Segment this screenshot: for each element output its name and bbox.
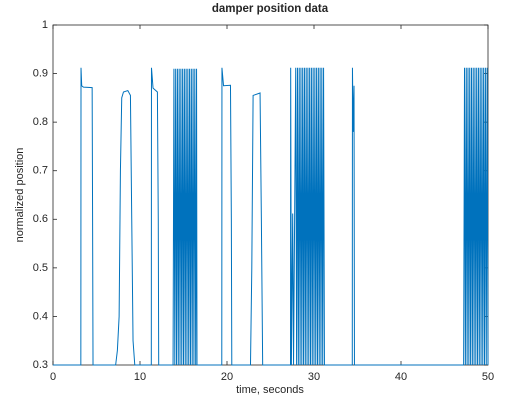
y-tick-label: 0.5 bbox=[33, 262, 48, 274]
y-tick-label: 1 bbox=[42, 19, 48, 31]
y-axis-label: normalized position bbox=[14, 148, 26, 243]
x-axis-label: time, seconds bbox=[236, 384, 304, 396]
y-tick-label: 0.8 bbox=[33, 116, 48, 128]
y-tick-label: 0.4 bbox=[33, 310, 48, 322]
x-tick-label: 50 bbox=[482, 371, 494, 383]
data-line bbox=[53, 67, 489, 366]
y-tick-label: 0.9 bbox=[33, 67, 48, 79]
y-tick-label: 0.7 bbox=[33, 165, 48, 177]
x-tick-label: 10 bbox=[134, 371, 146, 383]
y-tick-label: 0.6 bbox=[33, 213, 48, 225]
x-tick-label: 30 bbox=[308, 371, 320, 383]
x-tick-label: 0 bbox=[50, 371, 56, 383]
plot-frame bbox=[52, 24, 489, 366]
x-tick-label: 40 bbox=[395, 371, 407, 383]
x-tick-label: 20 bbox=[221, 371, 233, 383]
y-tick-label: 0.3 bbox=[33, 359, 48, 371]
chart-title: damper position data bbox=[212, 3, 329, 15]
